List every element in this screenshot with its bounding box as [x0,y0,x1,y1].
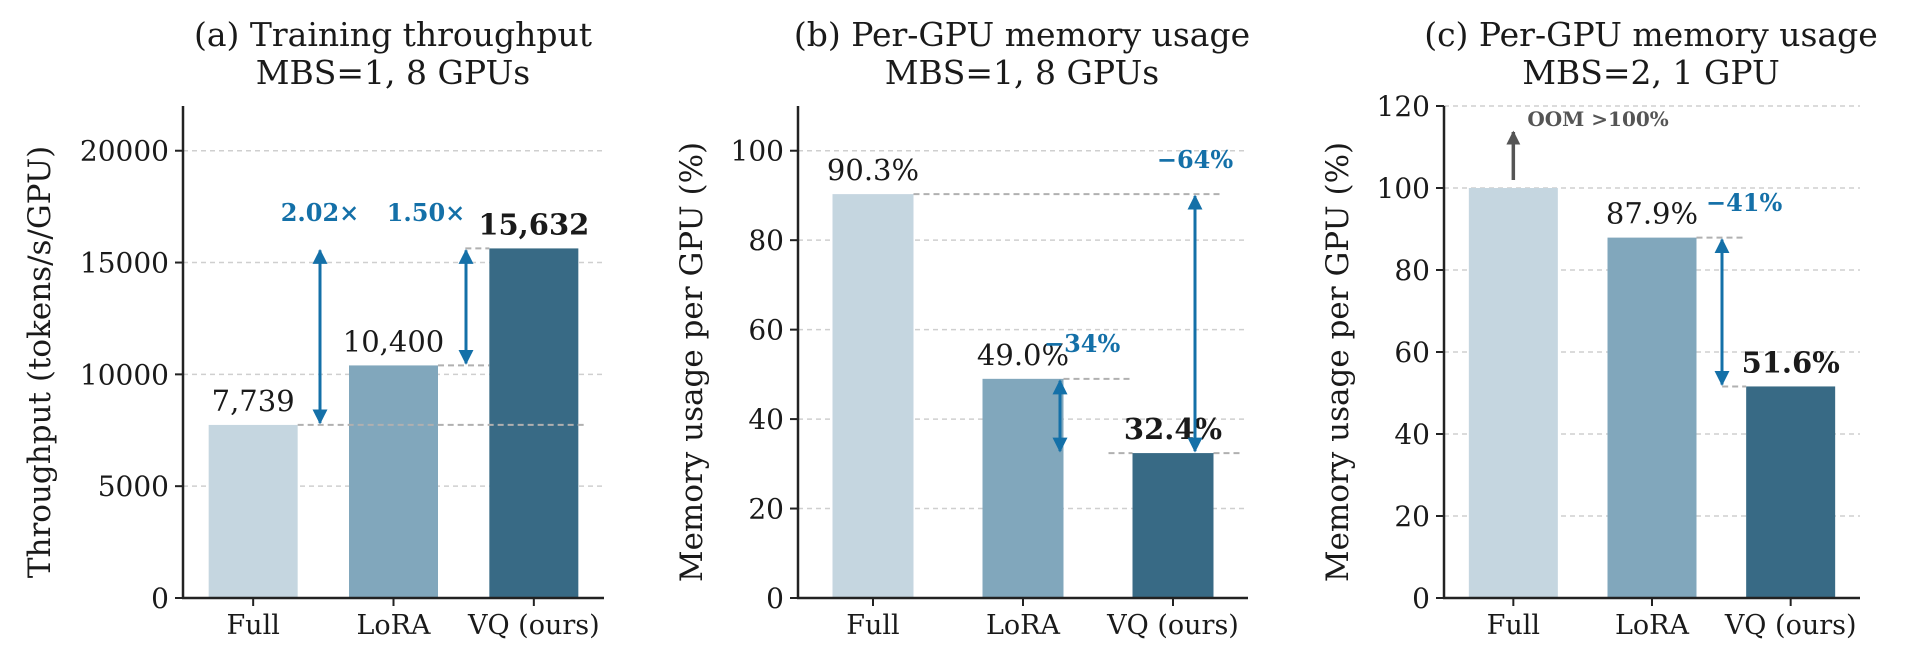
bar-full [1468,188,1558,598]
y-tick-label: 10000 [80,358,169,391]
y-tick-label: 5000 [98,470,169,503]
bar-vq-ours [1746,386,1836,598]
x-tick-label: LoRA [1615,610,1690,641]
y-tick-label: 40 [1394,418,1430,451]
x-tick-label: VQ (ours) [467,610,600,641]
x-tick-label: LoRA [356,610,431,641]
x-tick-label: LoRA [986,610,1061,641]
data-label: 87.9% [1606,197,1698,231]
chart-title-line: (b) Per-GPU memory usage [794,15,1250,54]
panel-throughput: (a) Training throughput MBS=1, 8 GPUs 0 500… [22,15,604,641]
annotation-label: −41% [1706,188,1783,217]
bar-lora [982,378,1064,598]
chart-title-line: MBS=1, 8 GPUs [885,53,1160,92]
y-tick-label: 20 [748,493,784,526]
y-tick-label: 80 [748,224,784,257]
chart-title: (b) Per-GPU memory usage MBS=1, 8 GPUs [794,15,1250,92]
y-tick-label: 100 [731,135,784,168]
bar-lora [349,365,438,598]
data-label: 10,400 [343,324,444,358]
y-tick-label: 15000 [80,247,169,280]
data-label: 49.0% [977,338,1069,372]
chart-title-line: (c) Per-GPU memory usage [1424,15,1878,54]
panel-memory-8gpu: (b) Per-GPU memory usage MBS=1, 8 GPUs 0 20… [674,15,1250,641]
y-tick-label: 20000 [80,135,169,168]
data-label: 51.6% [1742,345,1840,379]
y-tick-label: 0 [1412,582,1430,615]
chart-title-line: (a) Training throughput [194,15,592,54]
data-label: 90.3% [827,153,919,187]
y-axis-label: Memory usage per GPU (%) [1320,142,1356,582]
y-tick-label: 20 [1394,500,1430,533]
chart-title: (a) Training throughput MBS=1, 8 GPUs [194,15,592,92]
y-tick-label: 0 [151,582,169,615]
bar-lora [1607,237,1697,599]
y-tick-label: 60 [748,314,784,347]
x-tick-label: VQ (ours) [1724,610,1857,641]
data-label: 32.4% [1124,412,1222,446]
bar-vq-ours [489,248,579,599]
chart-title-line: MBS=2, 1 GPU [1522,53,1780,92]
y-tick-label: 80 [1394,254,1430,287]
y-tick-label: 60 [1394,336,1430,369]
data-label: 15,632 [478,207,589,241]
annotation-label: −34% [1044,329,1121,358]
bar-vq-ours [1132,453,1214,598]
x-tick-label: VQ (ours) [1106,610,1239,641]
bar-full [208,424,298,598]
panel-memory-1gpu: (c) Per-GPU memory usage MBS=2, 1 GPU 0 20 4… [1320,15,1878,641]
y-tick-label: 120 [1377,90,1430,123]
data-label: 7,739 [212,384,295,418]
annotation-label: 1.50× [387,198,466,227]
y-axis-label: Memory usage per GPU (%) [674,142,710,582]
x-tick-label: Full [226,610,279,641]
y-tick-label: 40 [748,403,784,436]
chart-title: (c) Per-GPU memory usage MBS=2, 1 GPU [1424,15,1878,92]
x-tick-label: Full [846,610,899,641]
bar-full [832,194,914,598]
x-tick-label: Full [1487,610,1540,641]
y-tick-label: 100 [1377,172,1430,205]
chart-title-line: MBS=1, 8 GPUs [256,53,531,92]
annotation-label: 2.02× [281,198,360,227]
annotation-label: −64% [1157,145,1234,174]
y-tick-label: 0 [766,582,784,615]
oom-note: OOM >100% [1527,107,1668,131]
y-axis-label: Throughput (tokens/s/GPU) [22,146,58,578]
